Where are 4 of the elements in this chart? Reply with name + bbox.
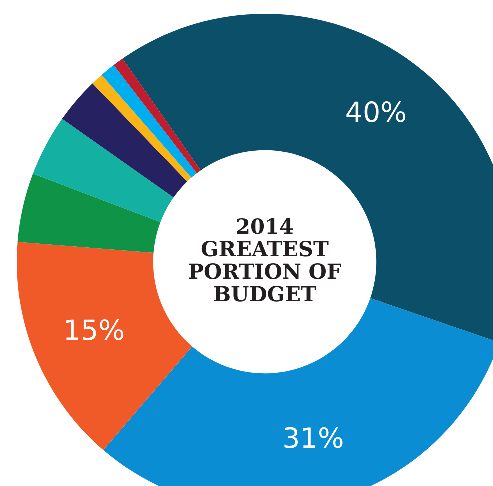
data-label: 15% [66, 319, 124, 340]
text: 2014 GREATEST PORTION OF BUDGET [189, 218, 342, 302]
data-label: 40% [346, 101, 406, 123]
data-label: 31% [284, 427, 343, 448]
